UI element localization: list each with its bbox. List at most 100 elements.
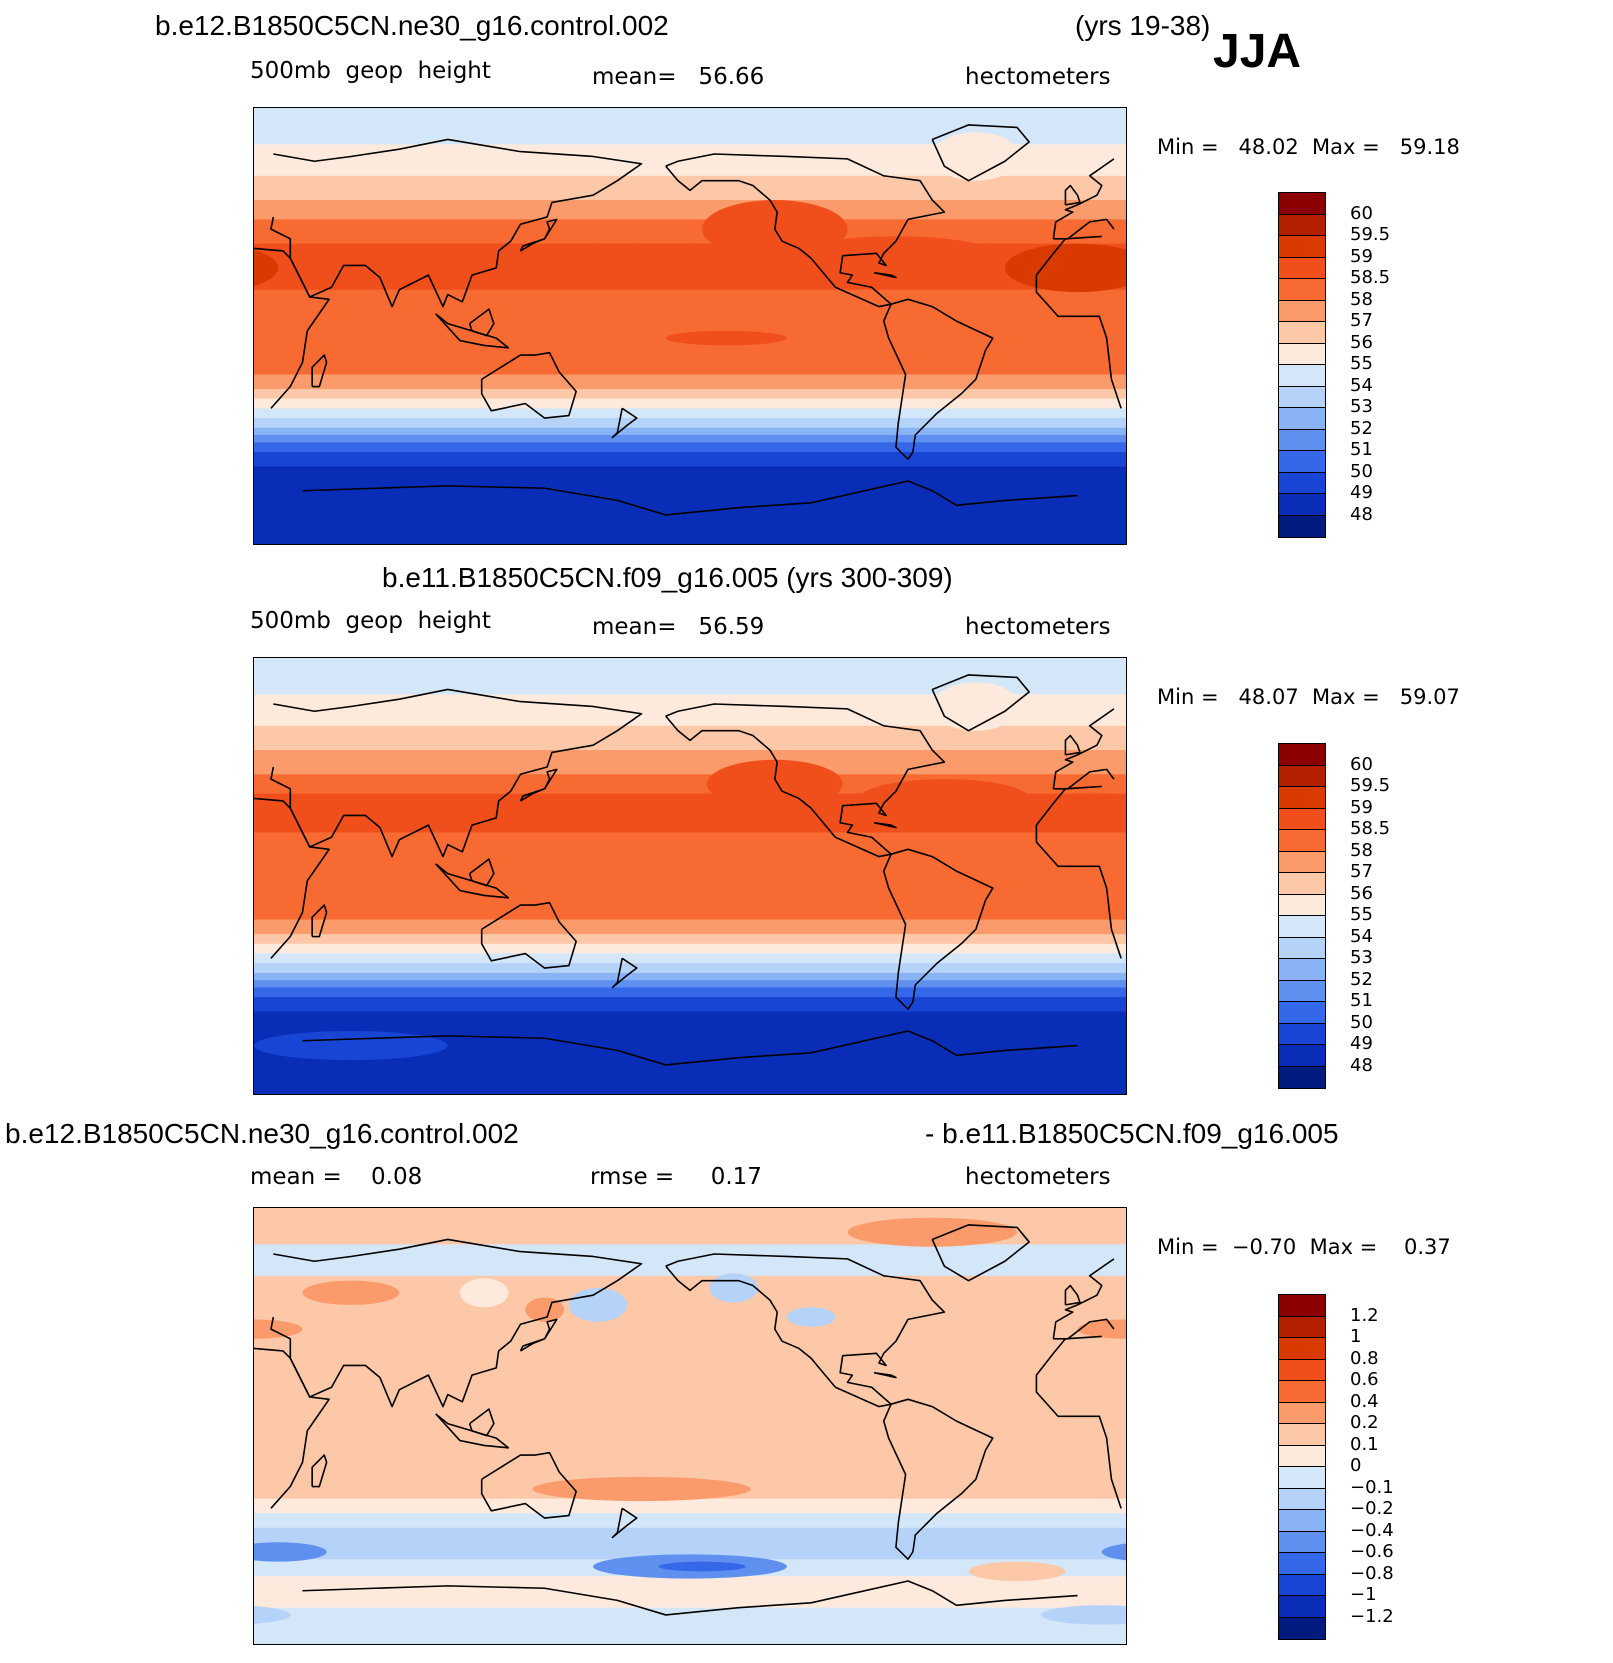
contour-band (254, 953, 1126, 964)
coastline-indonesia (435, 1413, 510, 1449)
colorbar-swatch (1279, 1531, 1325, 1553)
colorbar-swatch (1279, 1002, 1325, 1024)
contour-patch (254, 1606, 291, 1624)
colorbar-tick-label: 56 (1350, 331, 1373, 353)
colorbar-swatch (1279, 787, 1325, 809)
coastline-greenland (931, 1224, 1030, 1282)
panel1-variable-label: 500mb geop height (250, 58, 491, 84)
contour-band (254, 398, 1126, 409)
colorbar-swatch (1279, 408, 1325, 430)
colorbar-swatch (1279, 429, 1325, 451)
panel3-rmse-label: rmse = 0.17 (590, 1164, 762, 1190)
colorbar-swatch (1279, 322, 1325, 344)
colorbar-swatch (1279, 1338, 1325, 1360)
colorbar-swatch (1279, 1359, 1325, 1381)
contour-band (254, 1607, 1126, 1644)
colorbar-swatch (1279, 1402, 1325, 1424)
colorbar-tick-label: 57 (1350, 310, 1373, 331)
colorbar-swatch (1279, 472, 1325, 494)
contour-patch (254, 249, 279, 286)
contour-band (254, 725, 1126, 751)
colorbar-swatch (1279, 808, 1325, 830)
coastline-japan (519, 1318, 558, 1352)
colorbar-tick-label: 50 (1350, 460, 1373, 482)
contour-band (254, 388, 1126, 400)
coastline-cuba (873, 821, 897, 829)
coastline-namerica (665, 703, 946, 858)
coastline-japan (519, 768, 558, 802)
coastline-nz (611, 957, 638, 989)
contour-band (254, 972, 1126, 981)
coastline-europe_asia (270, 1238, 643, 1408)
colorbar-swatch (1279, 300, 1325, 322)
coastline-borneo (468, 858, 495, 887)
colorbar-tick-label: 58.5 (1350, 818, 1391, 839)
contour-band (254, 832, 1126, 921)
panel1-units-label: hectometers (965, 64, 1111, 90)
colorbar-swatch (1279, 873, 1325, 895)
coastline-borneo (468, 1408, 495, 1437)
coastline-antarctica (302, 1580, 1078, 1616)
coastline-uk (1064, 184, 1081, 206)
colorbar-tick-label: 58.5 (1350, 267, 1391, 288)
contour-band (254, 219, 1126, 245)
colorbar-tick-label: 0.4 (1350, 1390, 1379, 1412)
coastline-cuba (873, 1371, 897, 1379)
colorbar-tick-label: 1 (1350, 1326, 1362, 1347)
coastline-africa (1035, 235, 1102, 276)
coastline-samerica (882, 1398, 994, 1560)
panel3-minmax: Min = −0.70 Max = 0.37 (1157, 1235, 1451, 1259)
contour-band (254, 451, 1126, 468)
colorbar-tick-label: 53 (1350, 947, 1373, 968)
colorbar-swatch (1279, 1066, 1325, 1088)
colorbar-tick-label: 55 (1350, 353, 1373, 374)
colorbar-tick-label: 59 (1350, 245, 1373, 267)
coastline-samerica (882, 848, 994, 1010)
colorbar-tick-label: 48 (1350, 503, 1373, 525)
colorbar-tick-label: 58 (1350, 839, 1373, 861)
colorbar-swatch (1279, 1574, 1325, 1596)
colorbar-swatch (1279, 959, 1325, 981)
colorbar-swatch (1279, 894, 1325, 916)
contour-band (254, 943, 1126, 955)
colorbar-swatch (1279, 1596, 1325, 1618)
contour-band (254, 934, 1126, 945)
colorbar-swatch (1279, 1467, 1325, 1489)
contour-patch (532, 1476, 751, 1502)
contour-patch (932, 132, 1020, 181)
contour-band (254, 427, 1126, 436)
coastline-africa (1035, 1335, 1102, 1376)
map-canvas (254, 658, 1126, 1094)
panel3-mean-label: mean = 0.08 (250, 1164, 423, 1190)
panel1-minmax: Min = 48.02 Max = 59.18 (1157, 135, 1460, 159)
colorbar-tick-label: −0.6 (1350, 1541, 1394, 1562)
coastline-borneo (468, 308, 495, 337)
coastline-uk (1064, 1284, 1081, 1306)
contour-patch (968, 1561, 1066, 1582)
colorbar-swatch (1279, 494, 1325, 516)
panel3-map (253, 1207, 1127, 1645)
panel3-units-label: hectometers (965, 1164, 1111, 1190)
colorbar-swatches (1278, 743, 1326, 1089)
season-label: JJA (1213, 25, 1302, 78)
coastline-uk (1064, 734, 1081, 756)
contour-band (254, 750, 1126, 775)
contour-band (254, 408, 1126, 419)
colorbar-swatch (1279, 279, 1325, 301)
colorbar-tick-label: 50 (1350, 1011, 1373, 1033)
contour-band (254, 1513, 1126, 1529)
colorbar-swatch (1279, 830, 1325, 852)
coastline-europe_asia (1053, 768, 1115, 790)
colorbar-swatch (1279, 365, 1325, 387)
coastline-antarctica (302, 480, 1078, 516)
contour-patch (254, 1319, 303, 1339)
colorbar-swatch (1279, 214, 1325, 236)
colorbar-tick-label: 0.1 (1350, 1433, 1379, 1455)
colorbar-swatch (1279, 765, 1325, 787)
coastline-australia (480, 901, 577, 969)
colorbar-swatch (1279, 1445, 1325, 1467)
colorbar-tick-label: −0.2 (1350, 1498, 1394, 1519)
colorbar-tick-label: 51 (1350, 439, 1373, 460)
contour-band (254, 980, 1126, 989)
contour-band (254, 997, 1126, 1013)
